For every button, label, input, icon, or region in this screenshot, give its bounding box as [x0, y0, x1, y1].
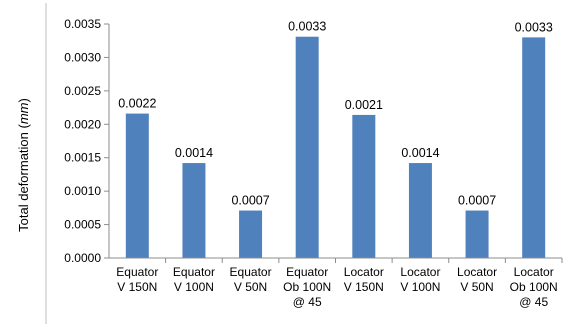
x-category-label: Locator V 150N [344, 265, 384, 294]
x-labels: Equator V 150N Equator V 100N Equator V 50N Eq… [116, 258, 563, 309]
bar [465, 210, 489, 258]
bars [125, 36, 546, 259]
data-label: 0.0033 [288, 20, 326, 34]
data-label: 0.0014 [401, 146, 439, 160]
data-label: 0.0033 [515, 20, 553, 34]
x-category-label: Locator Ob 100N @ 45 [510, 265, 558, 309]
y-tick-label: 0.0020 [64, 117, 101, 131]
x-category-label: Equator V 150N [116, 265, 158, 294]
y-tick-label: 0.0010 [64, 184, 101, 198]
bar [408, 163, 432, 258]
y-axis-title: Total deformation (mm) [16, 98, 31, 232]
x-category-label: Locator V 100N [400, 265, 440, 294]
data-label: 0.0014 [175, 146, 213, 160]
x-category-label: Locator V 50N [457, 265, 497, 294]
data-label: 0.0021 [345, 98, 383, 112]
bar [352, 114, 376, 258]
data-labels: 0.0022 0.0014 0.0007 0.0033 0.0021 0.0014 0.00… [118, 20, 553, 208]
y-tick-label: 0.0025 [64, 84, 101, 98]
bar [182, 163, 206, 258]
x-category-label: Equator Ob 100N @ 45 [283, 265, 331, 309]
y-tick-label: 0.0015 [64, 151, 101, 165]
data-label: 0.0007 [458, 194, 496, 208]
y-axis-title-unit: mm [16, 102, 31, 124]
bar [239, 210, 263, 258]
x-category-label: Equator V 50N [230, 265, 272, 294]
bar [522, 37, 546, 258]
y-axis-title-text: Total deformation [16, 132, 31, 232]
y-tick-label: 0.0005 [64, 218, 101, 232]
x-category-label: Equator V 100N [173, 265, 215, 294]
bar [125, 113, 149, 259]
y-tick-label: 0.0035 [64, 17, 101, 31]
bar [295, 36, 319, 259]
y-ticks: 0.0000 0.0005 0.0010 0.0015 0.0020 0.0025 0.00… [64, 17, 109, 265]
y-tick-label: 0.0000 [64, 251, 101, 265]
y-tick-label: 0.0030 [64, 50, 101, 64]
data-label: 0.0022 [118, 97, 156, 111]
data-label: 0.0007 [231, 194, 269, 208]
